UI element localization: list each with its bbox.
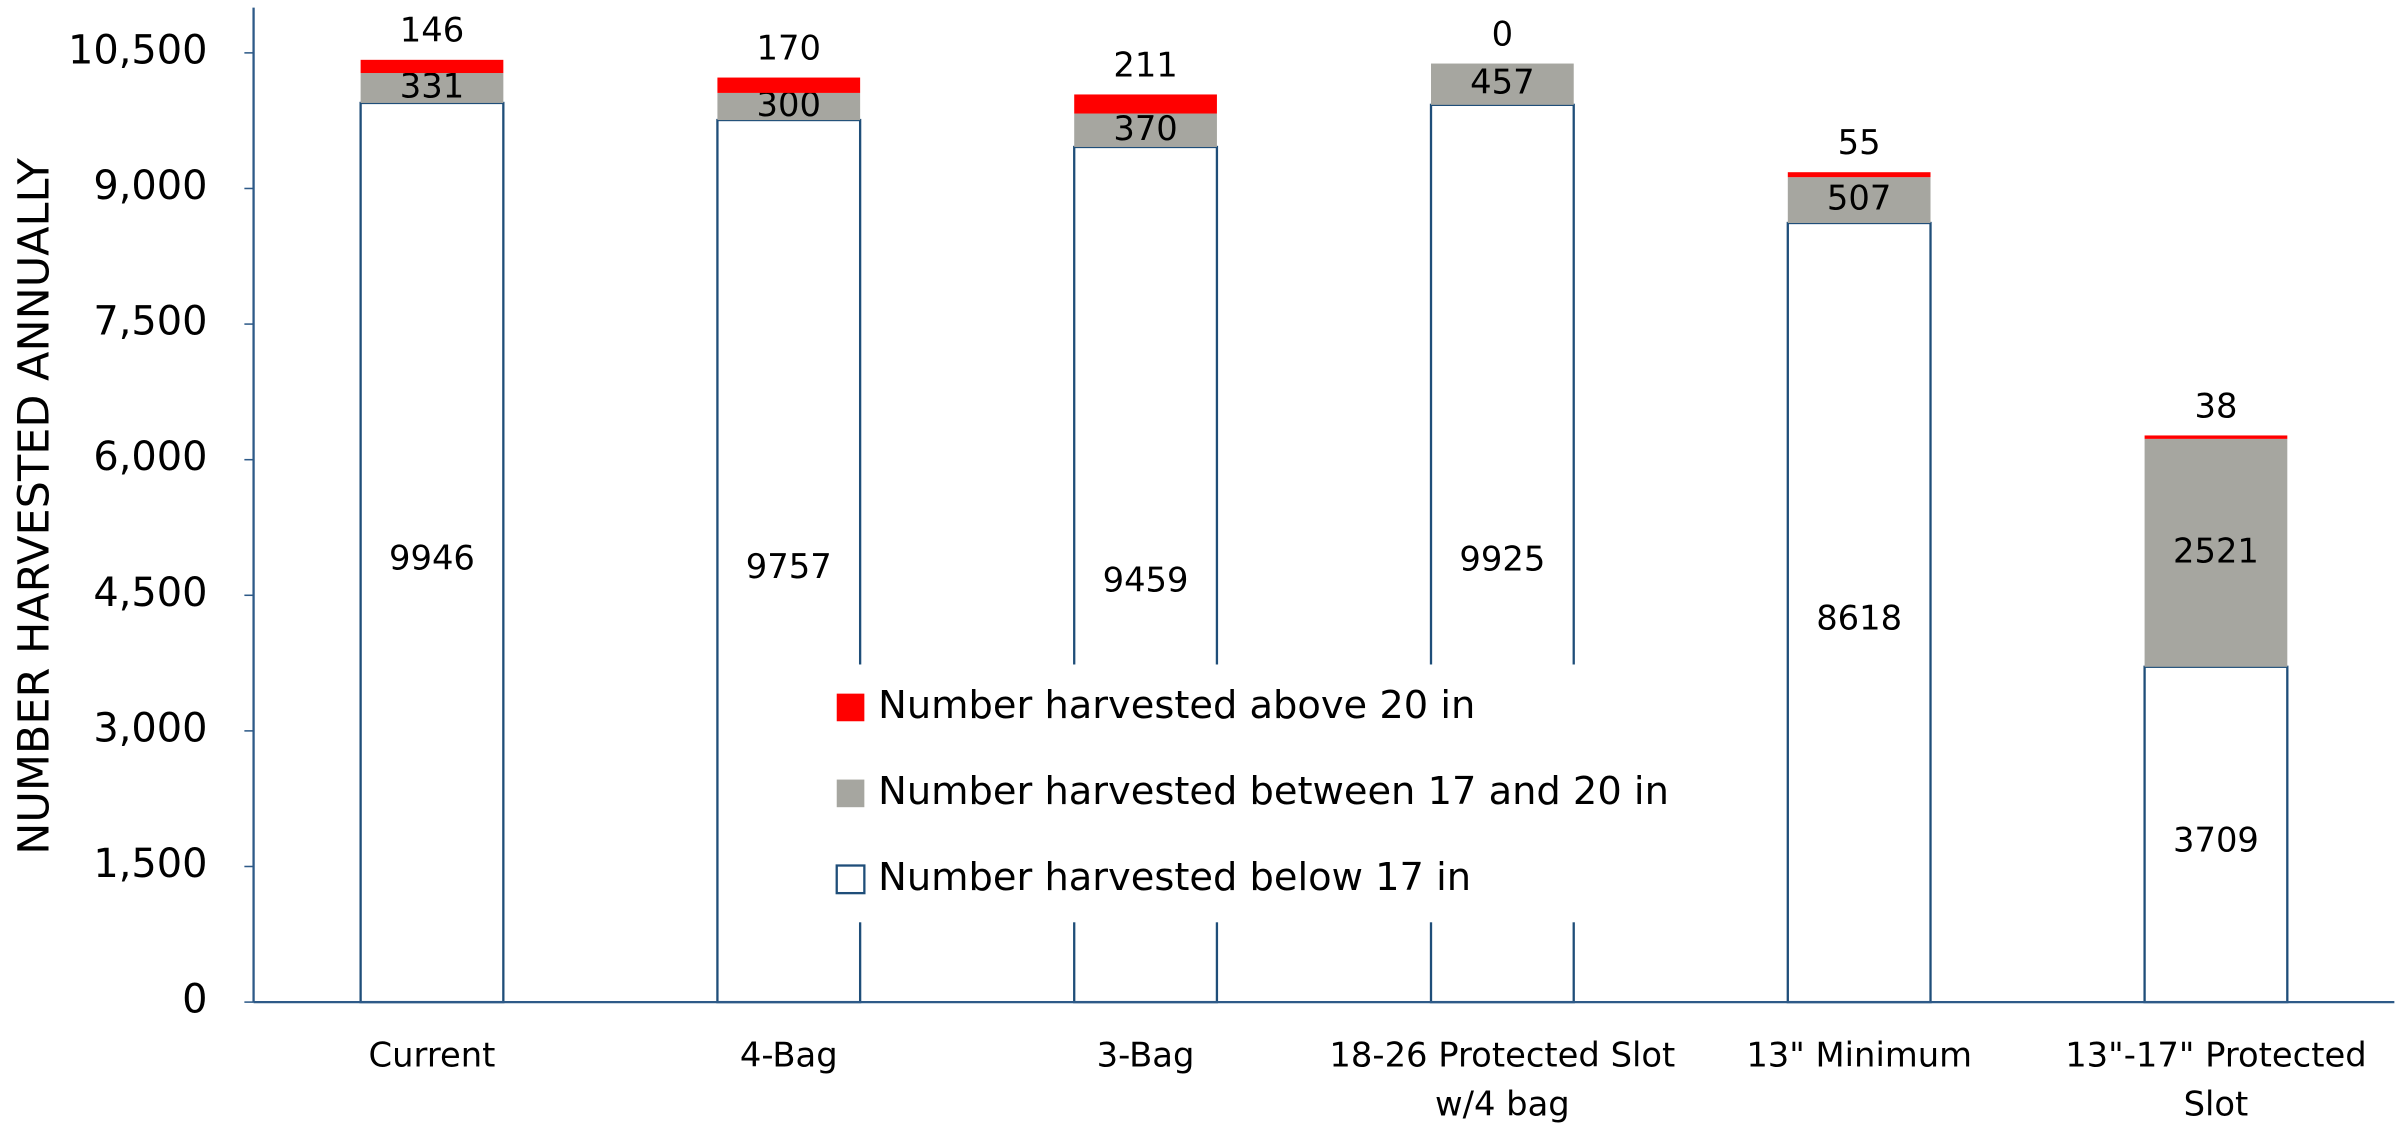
legend-label: Number harvested above 20 in	[878, 683, 1475, 728]
bar-segment	[360, 59, 504, 74]
data-label: 8618	[1816, 599, 1902, 638]
y-tick-label: 4,500	[93, 570, 207, 616]
legend-label: Number harvested between 17 and 20 in	[878, 769, 1669, 814]
data-label: 211	[1113, 45, 1177, 84]
bar-segment	[717, 77, 861, 93]
legend-swatch	[836, 693, 865, 722]
bar-segment	[1074, 94, 1217, 114]
bar-segment	[1786, 221, 1932, 1004]
y-tick-label: 1,500	[93, 841, 207, 887]
data-label: 3709	[2173, 821, 2259, 860]
y-tick-label: 10,500	[68, 27, 208, 73]
x-tick-label: 18-26 Protected Slot w/4 bag	[1329, 1037, 1676, 1125]
x-label-box: 13" Minimum	[1746, 1037, 1972, 1076]
bar-segment	[1074, 113, 1217, 147]
y-tick-label: 0	[182, 977, 207, 1023]
bar-segment	[2144, 435, 2288, 439]
data-label: 38	[2194, 386, 2237, 425]
y-tick-label: 6,000	[93, 434, 207, 480]
x-tick-label: 4-Bag	[739, 1037, 838, 1076]
data-label: 2521	[2173, 531, 2259, 570]
x-label-box: 3-Bag	[1096, 1037, 1195, 1076]
x-tick-label: 13"-17" Protected Slot	[2065, 1037, 2367, 1125]
data-label: 457	[1470, 63, 1534, 102]
y-tick-label: 3,000	[93, 705, 207, 751]
legend-swatch	[835, 864, 866, 895]
bar-segment	[360, 73, 504, 103]
bar-segment	[717, 92, 861, 121]
data-label: 370	[1113, 109, 1177, 148]
data-label: 146	[400, 11, 464, 50]
data-label: 9459	[1103, 561, 1189, 600]
x-tick-label: 3-Bag	[1096, 1037, 1195, 1076]
x-label-box: Current	[368, 1037, 496, 1076]
bar-segment	[2144, 438, 2288, 667]
data-label: 9946	[389, 539, 475, 578]
data-label: 9925	[1459, 540, 1545, 579]
y-axis-label: NUMBER HARVESTED ANNUALLY	[10, 157, 60, 854]
x-tick-label: Current	[368, 1037, 496, 1076]
bar-segment	[2143, 665, 2289, 1004]
x-tick-label: 13" Minimum	[1746, 1037, 1972, 1076]
data-label: 0	[1492, 14, 1513, 53]
x-label-box: 4-Bag	[739, 1037, 838, 1076]
legend-box	[821, 664, 1681, 923]
x-label-box: 18-26 Protected Slot w/4 bag	[1329, 1037, 1676, 1125]
y-tick-label: 7,500	[93, 299, 207, 345]
data-label: 55	[1838, 123, 1881, 162]
bar-segment	[359, 101, 505, 1004]
y-tick-label: 9,000	[93, 163, 207, 209]
data-label: 507	[1827, 179, 1891, 218]
data-label: 9757	[746, 547, 832, 586]
x-label-box: 13"-17" Protected Slot	[2065, 1037, 2367, 1125]
bar-segment	[1787, 172, 1931, 178]
data-label: 170	[757, 28, 821, 67]
legend-label: Number harvested below 17 in	[878, 855, 1471, 900]
legend-swatch	[836, 779, 865, 808]
bar-segment	[1787, 177, 1931, 224]
bar-segment	[1431, 63, 1574, 105]
